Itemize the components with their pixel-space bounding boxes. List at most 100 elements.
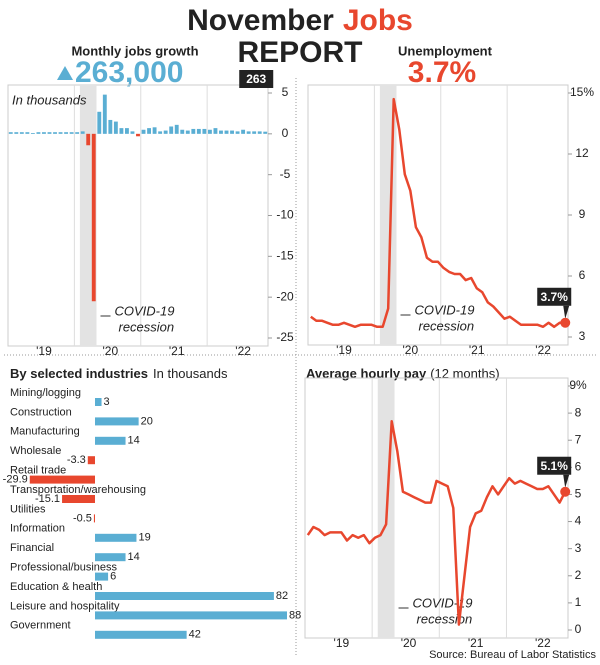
annotation: recession: [419, 318, 475, 333]
callout-box: [239, 70, 274, 88]
bar: [8, 132, 13, 134]
value-label: 19: [138, 532, 150, 544]
y-tick-label: 5: [575, 487, 582, 501]
y-tick-label: 0: [282, 126, 289, 140]
value-label: 20: [141, 415, 153, 427]
y-tick-label: 1: [575, 595, 582, 609]
category-label: Government: [10, 620, 71, 632]
bar: [174, 124, 179, 134]
y-tick-label: 15%: [570, 85, 594, 99]
y-tick-label: 9%: [569, 378, 587, 392]
value-label: -29.9: [3, 474, 28, 486]
bar: [191, 128, 196, 134]
bar: [95, 417, 139, 426]
x-tick-label: '19: [36, 344, 52, 358]
bar: [95, 436, 126, 445]
value-label: 88: [289, 609, 301, 621]
category-label: Financial: [10, 542, 54, 554]
bar: [95, 572, 109, 581]
x-tick-label: '22: [535, 343, 551, 357]
callout-label: 263: [246, 72, 266, 86]
bar: [219, 130, 223, 134]
bar: [235, 131, 240, 134]
x-tick-label: '20: [403, 343, 419, 357]
value-label: 3: [104, 396, 110, 408]
bar: [29, 475, 96, 484]
y-tick-label: -15: [276, 249, 294, 263]
bar: [25, 132, 30, 134]
source: Source: Bureau of Labor Statistics: [429, 649, 596, 661]
panel-subtitle: (12 months): [430, 366, 499, 381]
value-label: 6: [110, 571, 116, 583]
y-tick-label: 2: [575, 568, 582, 582]
end-dot: [560, 317, 571, 328]
bar: [64, 132, 69, 134]
bar: [47, 132, 52, 134]
y-tick-label: 4: [575, 514, 582, 528]
title: November Jobs: [187, 4, 413, 37]
bar: [80, 131, 85, 134]
headline-value: 3.7%: [408, 56, 476, 89]
bar: [158, 131, 163, 134]
bar: [95, 592, 274, 600]
bar: [42, 132, 46, 134]
bar: [87, 456, 95, 465]
callout-pointer: [563, 474, 570, 488]
category-label: Education & health: [10, 581, 102, 593]
bar: [95, 630, 187, 639]
bar: [53, 132, 57, 134]
bar: [30, 133, 35, 134]
y-tick-label: 7: [575, 432, 582, 446]
bar: [141, 129, 146, 134]
value-label: -3.3: [67, 454, 86, 466]
bar: [95, 553, 126, 562]
value-label: -0.5: [73, 512, 92, 524]
y-tick-label: -25: [276, 330, 294, 344]
bar: [185, 130, 190, 134]
x-tick-label: '21: [468, 636, 484, 650]
value-label: 82: [276, 590, 288, 602]
y-tick-label: -5: [280, 167, 291, 181]
bar: [14, 132, 19, 134]
plot-frame: [304, 377, 569, 639]
headline-value: 263,000: [75, 56, 183, 89]
title-part: Jobs: [343, 4, 413, 37]
panel-title-text: By selected industries: [10, 366, 148, 381]
value-label: -15.1: [35, 493, 60, 505]
bar: [58, 132, 63, 134]
value-label: 14: [128, 435, 140, 447]
bar: [93, 514, 95, 523]
y-tick-label: 12: [575, 146, 589, 160]
annotation: recession: [119, 319, 175, 334]
title-line-2: REPORT: [237, 36, 362, 69]
y-tick-label: -10: [276, 208, 294, 222]
category-label: Construction: [10, 406, 72, 418]
bar: [95, 398, 102, 406]
bar: [69, 132, 74, 134]
panel-title: Average hourly pay (12 months): [306, 366, 500, 381]
bar: [230, 130, 234, 134]
callout-label: 3.7%: [541, 290, 569, 304]
category-label: Information: [10, 523, 65, 535]
panel-title-text: Average hourly pay: [306, 366, 427, 381]
bar: [108, 119, 113, 134]
bar: [130, 131, 135, 134]
y-tick-label: 5: [282, 85, 289, 99]
x-tick-label: '22: [535, 636, 551, 650]
callout-label: 5.1%: [541, 459, 569, 473]
annotation: recession: [417, 611, 473, 626]
category-label: Transportation/warehousing: [10, 484, 146, 496]
callout-box: [537, 287, 572, 306]
bar: [36, 132, 41, 134]
headline-label: Monthly jobs growth: [71, 43, 198, 58]
line: [306, 419, 567, 626]
bar: [207, 129, 212, 134]
y-tick-label: -20: [276, 289, 294, 303]
category-label: Professional/business: [10, 562, 118, 574]
category-label: Manufacturing: [10, 426, 80, 438]
annotation: COVID-19: [413, 595, 473, 610]
bar: [113, 121, 118, 134]
bar: [95, 611, 287, 620]
bar: [169, 126, 174, 134]
bar: [213, 128, 218, 134]
